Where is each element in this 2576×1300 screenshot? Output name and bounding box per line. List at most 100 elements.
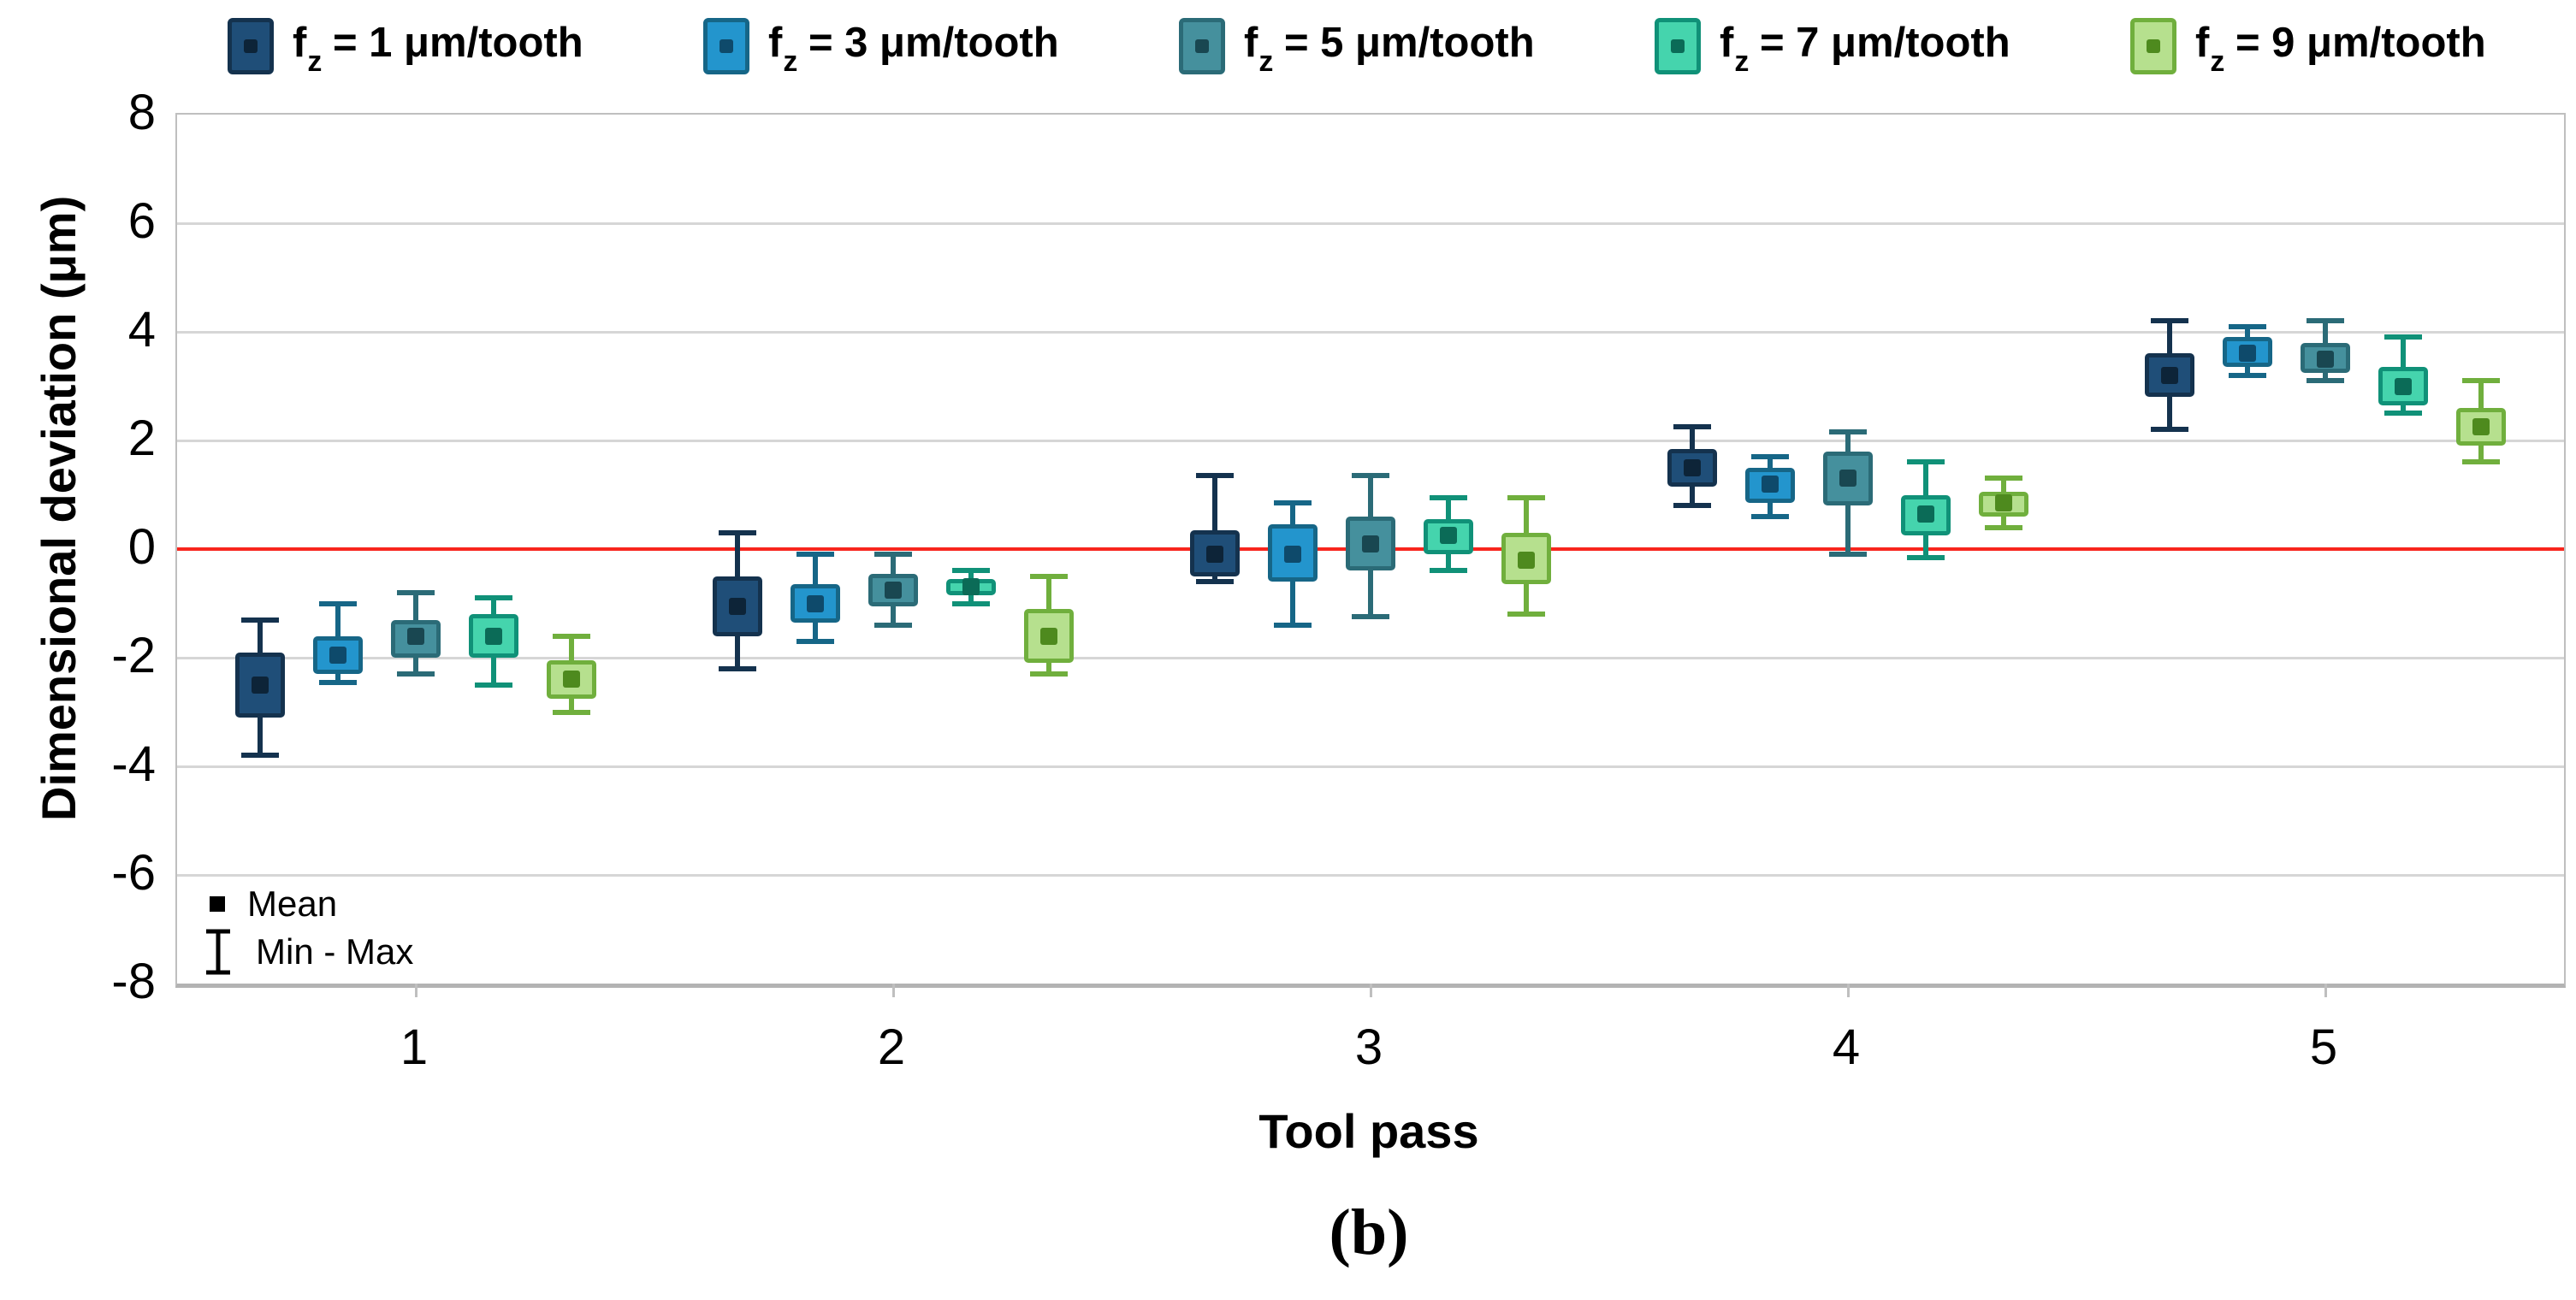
legend-swatch-mean-dot [244,39,258,53]
whisker-cap-min-fz7-pass4 [1907,554,1945,560]
whisker-cap-max-fz5-pass4 [1829,429,1867,435]
whisker-cap-min-fz9-pass2 [1030,671,1068,677]
legend-swatch [228,18,274,74]
y-tick-label: -8 [111,954,156,1009]
legend-label: fz = 5 μm/tooth [1244,20,1535,78]
whisker-fz1-pass3 [1212,476,1217,582]
box-fz5-pass4 [1823,451,1873,506]
minmax-whisker-icon [206,929,230,975]
mean-marker-fz1-pass3 [1206,546,1223,564]
mean-marker-fz9-pass3 [1518,551,1535,569]
whisker-cap-min-fz5-pass1 [397,671,435,677]
whisker-cap-min-fz1-pass4 [1673,503,1711,509]
whisker-cap-max-fz7-pass1 [475,595,512,601]
whisker-cap-max-fz3-pass3 [1274,500,1312,506]
whisker-cap-min-fz7-pass3 [1430,568,1467,574]
y-tick-label: 2 [127,411,156,466]
whisker-cap-max-fz5-pass5 [2307,318,2344,324]
whisker-cap-max-fz1-pass3 [1196,473,1234,479]
mean-marker-fz5-pass5 [2317,350,2334,368]
legend-item-fz5: fz = 5 μm/tooth [1179,12,1535,80]
x-tick-label: 2 [877,1019,906,1075]
box-fz7-pass4 [1901,494,1951,536]
y-tick-label: 0 [127,519,156,575]
whisker-cap-min-fz3-pass1 [319,679,357,685]
inner-legend: Mean Min - Max [203,880,413,976]
box-fz9-pass2 [1024,608,1074,664]
whisker-cap-max-fz9-pass1 [553,633,590,639]
y-tick-label: -6 [111,845,156,901]
mean-marker-fz9-pass4 [1995,494,2012,512]
whisker-cap-min-fz1-pass5 [2151,427,2188,433]
legend-swatch-mean-dot [720,39,733,53]
whisker-cap-max-fz3-pass5 [2229,323,2266,329]
whisker-cap-max-fz9-pass5 [2462,378,2500,384]
whisker-cap-min-fz5-pass2 [874,622,912,628]
whisker-cap-min-fz7-pass5 [2384,411,2422,417]
x-axis-tick [414,984,417,997]
gridline [177,222,2564,225]
whisker-cap-min-fz5-pass5 [2307,378,2344,384]
gridline [177,765,2564,768]
whisker-cap-min-fz9-pass5 [2462,459,2500,465]
x-axis-tick [1369,984,1372,997]
whisker-cap-max-fz7-pass2 [952,568,990,574]
x-tick-label: 3 [1354,1019,1383,1075]
legend-item-fz1: fz = 1 μm/tooth [228,12,583,80]
x-tick-label: 1 [400,1019,429,1075]
x-tick-label: 5 [2309,1019,2338,1075]
mean-marker-fz3-pass5 [2239,345,2256,363]
box-fz7-pass5 [2378,367,2428,405]
whisker-cap-max-fz9-pass2 [1030,573,1068,579]
whisker-cap-min-fz3-pass5 [2229,372,2266,378]
mean-marker-fz5-pass1 [407,627,424,645]
y-tick-label: -4 [111,736,156,792]
gridline [177,439,2564,442]
mean-marker-fz1-pass5 [2161,366,2178,384]
legend-swatch-mean-dot [1195,39,1209,53]
box-fz3-pass4 [1745,467,1795,504]
inner-legend-minmax-label: Min - Max [256,931,414,972]
legend-swatch-mean-dot [2147,39,2160,53]
box-fz1-pass4 [1667,448,1717,487]
whisker-cap-min-fz5-pass3 [1352,614,1389,620]
whisker-cap-max-fz7-pass5 [2384,334,2422,340]
mean-marker-fz7-pass1 [485,627,502,645]
box-fz3-pass5 [2223,337,2272,368]
whisker-cap-max-fz7-pass3 [1430,494,1467,500]
whisker-cap-min-fz9-pass3 [1507,612,1545,618]
gridline [177,873,2564,877]
whisker-cap-min-fz5-pass4 [1829,552,1867,558]
y-tick-label: 6 [127,193,156,249]
legend-swatch [2130,18,2176,74]
whisker-cap-max-fz9-pass3 [1507,494,1545,500]
gridline [177,656,2564,659]
whisker-cap-min-fz7-pass2 [952,600,990,606]
mean-marker-fz7-pass2 [962,578,980,596]
figure-caption: (b) [1329,1197,1409,1268]
box-fz1-pass5 [2145,353,2194,398]
plot-area: Mean Min - Max [175,113,2566,997]
box-fz5-pass5 [2301,342,2350,373]
whisker-cap-min-fz1-pass2 [719,665,756,671]
inner-legend-mean-label: Mean [247,883,338,924]
whisker-cap-max-fz1-pass2 [719,529,756,535]
x-axis-tick [2324,984,2327,997]
inner-legend-mean-row: Mean [203,880,413,928]
mean-marker-fz7-pass5 [2395,377,2412,395]
whisker-cap-max-fz5-pass1 [397,589,435,595]
whisker-cap-min-fz7-pass1 [475,682,512,688]
mean-marker-fz3-pass2 [807,594,824,612]
legend-swatch [1179,18,1225,74]
mean-marker-fz3-pass3 [1284,546,1301,564]
y-tick-label: 4 [127,302,156,358]
whisker-cap-min-fz3-pass4 [1751,513,1789,519]
legend-label: fz = 1 μm/tooth [293,20,583,78]
legend-label: fz = 3 μm/tooth [768,20,1059,78]
whisker-cap-min-fz3-pass2 [796,638,834,644]
legend-label: fz = 9 μm/tooth [2195,20,2486,78]
mean-marker-fz5-pass4 [1839,470,1856,488]
x-axis-tick [891,984,895,997]
whisker-cap-max-fz3-pass4 [1751,454,1789,460]
